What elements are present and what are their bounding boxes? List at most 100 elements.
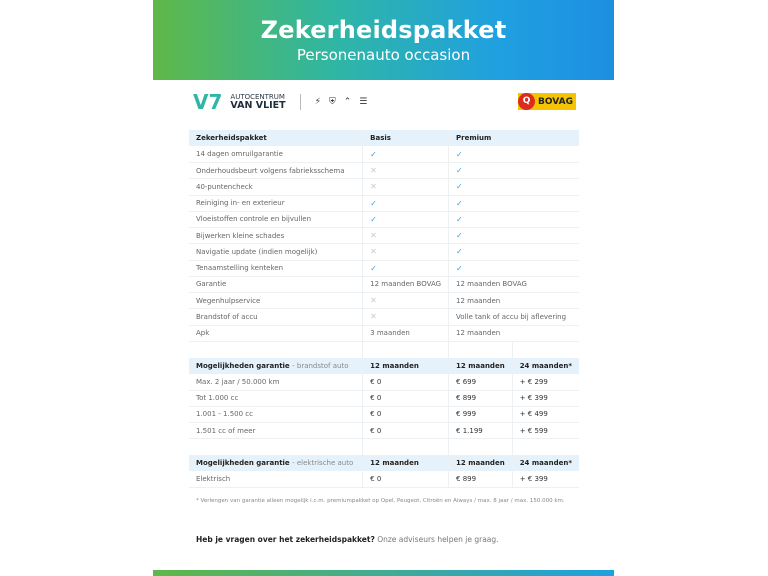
question-bold: Heb je vragen over het zekerheidspakket? <box>196 535 375 544</box>
table-cell: ✓ <box>448 146 579 164</box>
table-header: Mogelijkheden garantie - elektrische aut… <box>189 455 579 472</box>
price-cell: + € 499 <box>511 406 579 424</box>
empty-cell <box>362 438 449 455</box>
table-cell: ✓ <box>448 260 579 277</box>
dealer-name: AUTOCENTRUM VAN VLIET <box>230 92 286 111</box>
table-row: 40-puntencheck ✕ ✓ <box>189 178 579 196</box>
header-cell: Premium <box>448 130 579 147</box>
header-cell: Zekerheidspakket <box>189 130 363 147</box>
table-row: Bijwerken kleine schades ✕ ✓ <box>189 227 579 245</box>
table-cell: Volle tank of accu bij aflevering <box>448 308 579 326</box>
price-cell: + € 599 <box>511 422 579 440</box>
table-row: Onderhoudsbeurt volgens fabrieksschema ✕ ✓ <box>189 162 579 180</box>
dealer-line1: AUTOCENTRUM <box>230 92 285 101</box>
table-cell: ✕ <box>362 227 449 245</box>
price-cell: € 899 <box>448 471 513 489</box>
header-cell: 24 maanden* <box>511 455 579 472</box>
footnote: * Verlengen van garantie alleen mogelijk… <box>196 498 565 504</box>
page-title: Zekerheidspakket <box>260 16 507 44</box>
table-cell: 1.501 cc of meer <box>189 422 363 440</box>
table-cell: ✓ <box>362 195 449 212</box>
table-row: Navigatie update (indien mogelijk) ✕ ✓ <box>189 243 579 261</box>
table-row: Garantie 12 maanden BOVAG 12 maanden BOVAG <box>189 276 579 294</box>
table-cell: ✓ <box>448 211 579 229</box>
cross-icon: ✕ <box>370 312 377 322</box>
table-cell: Elektrisch <box>189 471 363 489</box>
table-cell: ✓ <box>448 243 579 261</box>
header-cell: 12 maanden <box>362 455 449 472</box>
table-cell: 3 maanden <box>362 325 449 342</box>
citroen-logo-icon: ⌃ <box>343 97 352 107</box>
price-cell: + € 399 <box>511 390 579 407</box>
cross-icon: ✕ <box>370 247 377 257</box>
table-row: 14 dagen omruilgarantie ✓ ✓ <box>189 146 579 164</box>
check-icon: ✓ <box>456 198 463 208</box>
price-cell: € 0 <box>362 390 449 407</box>
check-icon: ✓ <box>370 198 377 208</box>
table-cell: 12 maanden <box>448 292 579 310</box>
header-cell: 12 maanden <box>362 357 449 374</box>
table-cell: Wegenhulpservice <box>189 292 363 310</box>
price-cell: + € 299 <box>511 373 579 391</box>
spacer-row <box>189 438 579 455</box>
table-row: Elektrisch € 0 € 899 + € 399 <box>189 471 579 489</box>
price-cell: € 1.199 <box>448 422 513 440</box>
table-row: Max. 2 jaar / 50.000 km € 0 € 699 + € 299 <box>189 373 579 391</box>
contact-question: Heb je vragen over het zekerheidspakket?… <box>196 535 499 544</box>
check-icon: ✓ <box>370 214 377 224</box>
dealer-line2: VAN VLIET <box>230 99 286 111</box>
table-cell: ✓ <box>448 162 579 180</box>
table-cell: Tot 1.000 cc <box>189 390 363 407</box>
price-cell: € 699 <box>448 373 513 391</box>
bovag-logo: Q BOVAG <box>518 93 576 110</box>
section-title: Mogelijkheden garantie <box>196 459 290 468</box>
empty-cell <box>511 438 579 455</box>
table-row: Tot 1.000 cc € 0 € 899 + € 399 <box>189 390 579 407</box>
question-rest: Onze adviseurs helpen je graag. <box>374 535 499 544</box>
empty-cell <box>189 439 363 455</box>
price-cell: € 0 <box>362 471 449 489</box>
table-cell: 12 maanden <box>448 325 579 342</box>
table-cell: Max. 2 jaar / 50.000 km <box>189 373 363 391</box>
price-cell: € 0 <box>362 373 449 391</box>
header-cell: Basis <box>362 130 449 147</box>
table-cell: Onderhoudsbeurt volgens fabrieksschema <box>189 162 363 180</box>
table-row: 1.001 - 1.500 cc € 0 € 999 + € 499 <box>189 406 579 424</box>
price-cell: € 999 <box>448 406 513 424</box>
check-icon: ✓ <box>456 247 463 257</box>
table-cell: Vloeistoffen controle en bijvullen <box>189 211 363 229</box>
table-row: Wegenhulpservice ✕ 12 maanden <box>189 292 579 310</box>
table-cell: ✓ <box>448 195 579 212</box>
page: Zekerheidspakket Personenauto occasion V… <box>153 0 614 576</box>
spacer-row <box>189 341 579 358</box>
table-cell: 40-puntencheck <box>189 178 363 196</box>
table-cell: 1.001 - 1.500 cc <box>189 406 363 424</box>
cross-icon: ✕ <box>370 231 377 241</box>
package-table: Zekerheidspakket Basis Premium 14 dagen omr… <box>189 130 579 489</box>
empty-cell <box>448 438 513 455</box>
bottom-gradient-bar <box>153 570 614 576</box>
table-cell: Garantie <box>189 276 363 294</box>
table-row: Tenaamstelling kenteken ✓ ✓ <box>189 260 579 277</box>
table-cell: 12 maanden BOVAG <box>362 276 449 294</box>
logo-bar: V7 AUTOCENTRUM VAN VLIET ⚡ ⛨ ⌃ ☰ <box>193 92 367 112</box>
table-cell: ✕ <box>362 292 449 310</box>
table-row: Vloeistoffen controle en bijvullen ✓ ✓ <box>189 211 579 229</box>
header-cell: Mogelijkheden garantie - elektrische aut… <box>189 455 363 472</box>
cross-icon: ✕ <box>370 296 377 306</box>
van-vliet-logo-icon: V7 <box>193 90 223 114</box>
table-cell: ✓ <box>448 227 579 245</box>
aiways-logo-icon: ☰ <box>359 97 368 107</box>
table-cell: Bijwerken kleine schades <box>189 227 363 245</box>
table-cell: ✕ <box>362 308 449 326</box>
empty-cell <box>189 341 363 357</box>
peugeot-logo-icon: ⛨ <box>328 97 336 107</box>
check-icon: ✓ <box>456 263 463 273</box>
header-cell: 12 maanden <box>448 357 513 374</box>
empty-cell <box>511 341 579 358</box>
cross-icon: ✕ <box>370 182 377 192</box>
page-subtitle: Personenauto occasion <box>296 46 471 64</box>
table-cell: Navigatie update (indien mogelijk) <box>189 243 363 261</box>
table-cell: ✕ <box>362 243 449 261</box>
table-row: Apk 3 maanden 12 maanden <box>189 325 579 342</box>
